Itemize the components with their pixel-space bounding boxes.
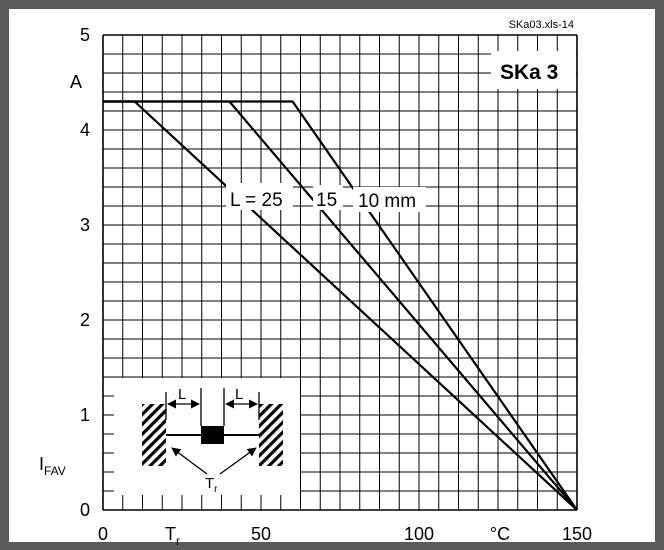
y-tick-label: 3 [80,215,90,235]
inset-label-tr: Tr [205,475,218,495]
file-tag: SKa03.xls-14 [509,19,574,31]
tr-arrow-right [219,447,257,475]
diode-body [201,426,224,444]
left-heatsink [142,404,166,466]
x-tick-label: 150 [562,524,592,544]
x-tick-label: 100 [404,524,434,544]
y-tick-label: 5 [80,25,90,45]
x-tick-label: 50 [251,524,271,544]
device-label: SKa 3 [500,61,558,84]
x-tick-labels: 0 50 100 150 [98,524,592,544]
curve-label-bg-15 [313,185,343,210]
y-tick-label: 0 [80,500,90,520]
y-tick-label: 4 [80,120,90,140]
device-label-box [491,51,576,89]
series-line-2 [103,100,578,511]
curve-label-15: 15 [316,190,337,211]
x-tick-label: 0 [98,524,108,544]
y-tick-label: 2 [80,310,90,330]
y-tick-label: 1 [80,405,90,425]
inset-label-right: L [235,386,243,403]
y-axis-label: IFAV [39,454,66,478]
curve-label-bg-10 [353,187,426,212]
tr-arrow-left [171,447,208,475]
x-axis-unit: °C [490,524,510,544]
x-axis-label: Tr [165,524,180,548]
mounting-inset: L L Tr [114,378,300,495]
curve-label-25: L = 25 [230,190,283,211]
curve-label-10: 10 mm [358,191,416,212]
inset-label-left: L [178,386,186,403]
y-axis-unit: A [70,72,82,92]
y-tick-labels: 0 1 2 3 4 5 [80,25,90,520]
right-heatsink [259,404,283,466]
series-group [103,100,578,511]
curve-label-bg-25 [226,183,293,210]
